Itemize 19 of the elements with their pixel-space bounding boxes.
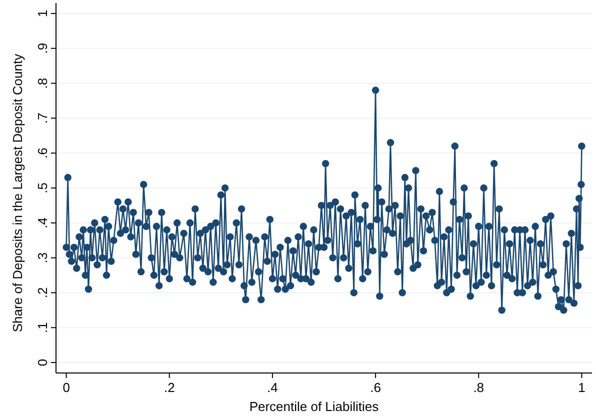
y-tick-label: .1 xyxy=(35,322,50,334)
y-tick-label: .4 xyxy=(35,217,50,228)
y-tick-label: .7 xyxy=(35,112,50,124)
y-tick-label: 1 xyxy=(35,10,50,18)
y-axis-title: Share of Deposits in the Largest Deposit County xyxy=(10,53,25,332)
y-tick-label: .5 xyxy=(35,182,50,194)
x-tick-label: .2 xyxy=(164,380,175,395)
y-tick-label: 0 xyxy=(35,358,50,366)
y-tick-label: .8 xyxy=(35,78,50,89)
y-tick-label: .3 xyxy=(35,252,50,264)
x-tick-label: .4 xyxy=(267,380,278,395)
y-tick-label: .9 xyxy=(35,42,50,54)
x-tick-label: .6 xyxy=(370,380,381,395)
x-tick-label: .8 xyxy=(473,380,484,395)
y-tick-label: .2 xyxy=(35,287,50,298)
x-axis-title: Percentile of Liabilities xyxy=(249,399,380,414)
y-tick-label: .6 xyxy=(35,148,50,159)
x-tick-label: 1 xyxy=(578,380,586,395)
x-tick-label: 0 xyxy=(62,380,70,395)
